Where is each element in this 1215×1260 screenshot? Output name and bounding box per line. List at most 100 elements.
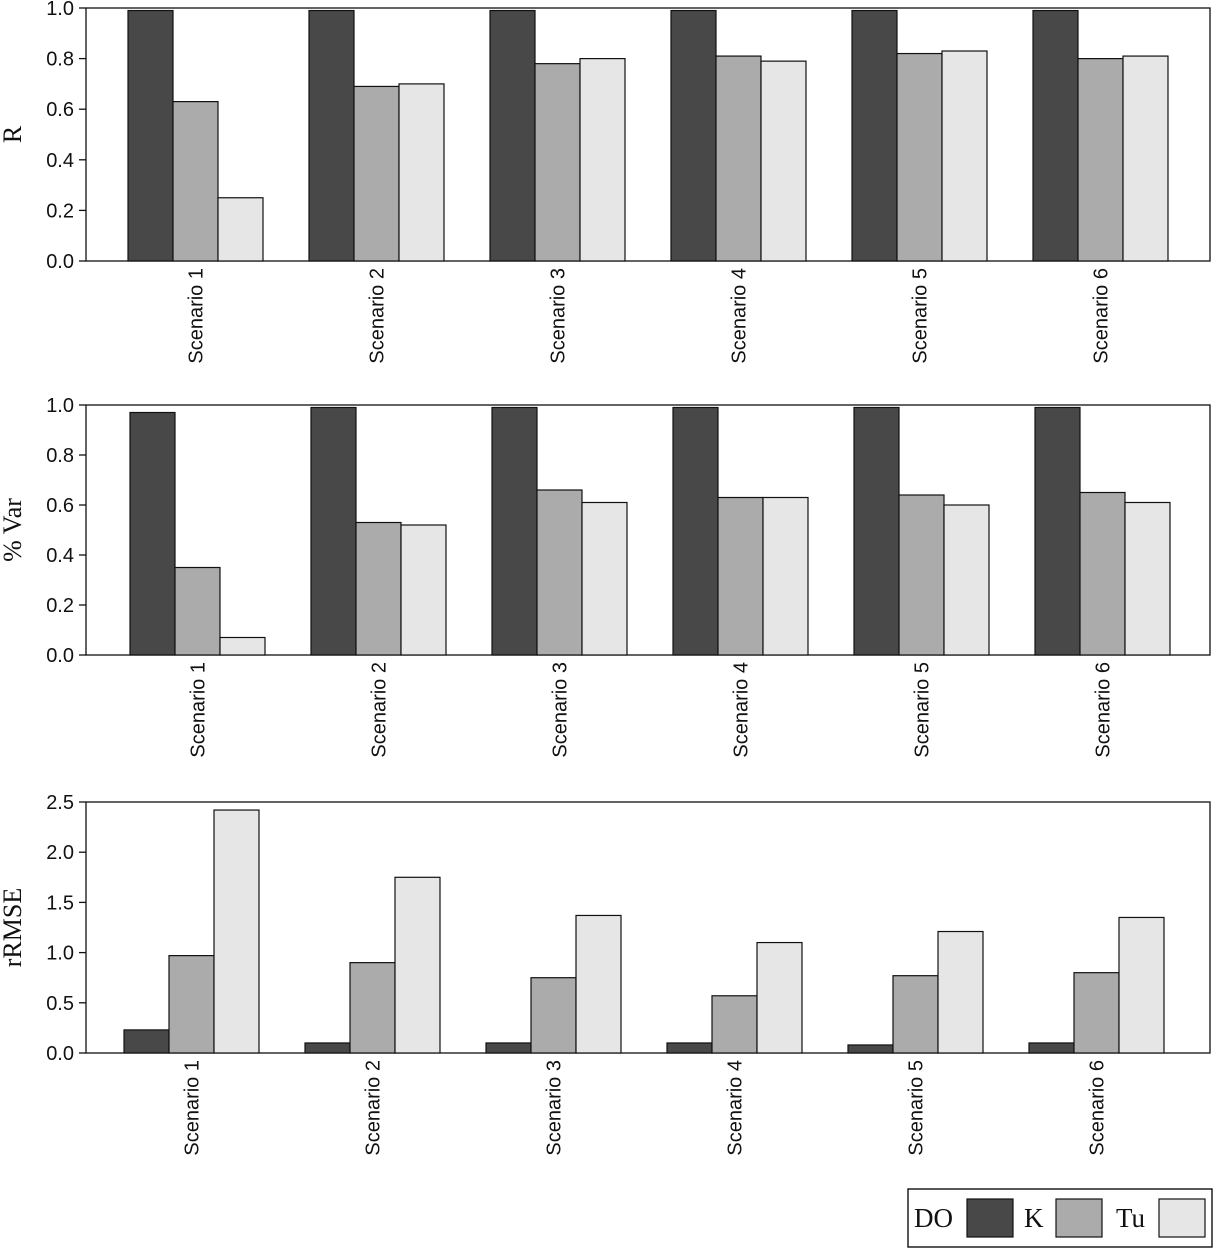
category-label: Scenario 2 [367, 268, 389, 364]
category-label: Scenario 3 [548, 268, 570, 364]
y-tick-label: 1.5 [46, 892, 74, 914]
bar-k-5 [898, 494, 945, 656]
y-axis-label: R [0, 125, 27, 143]
y-axis-label: rRMSE [0, 888, 27, 967]
bar-k-1 [174, 566, 221, 656]
y-tick-label: 0.2 [46, 200, 74, 222]
bar-k-1 [172, 101, 219, 262]
bar-do-1 [127, 9, 174, 262]
category-label: Scenario 4 [725, 1060, 747, 1156]
plot-frame [85, 801, 1211, 1054]
bar-tu-1 [213, 809, 260, 1054]
bar-tu-4 [756, 941, 803, 1054]
bar-k-2 [349, 962, 396, 1054]
bar-k-5 [896, 52, 943, 262]
category-label: Scenario 2 [363, 1060, 385, 1156]
bar-do-3 [489, 9, 536, 262]
bar-do-1 [129, 411, 176, 656]
bar-k-3 [534, 63, 581, 262]
panel-r: 0.0 0.2 0.4 0.6 0.8 1.0 R Scenario 1 Scenario 2 S… [0, 0, 1211, 364]
bar-do-5 [851, 9, 898, 262]
category-label: Scenario 1 [182, 1060, 204, 1156]
y-tick-label: 0.5 [46, 993, 74, 1015]
legend-swatch-do [966, 1198, 1014, 1238]
y-tick-label: 0.6 [46, 495, 74, 517]
bar-tu-1 [219, 636, 266, 656]
legend-label: DO [914, 1203, 953, 1233]
bar-tu-3 [579, 57, 626, 262]
bar-tu-5 [941, 50, 988, 262]
category-label: Scenario 5 [910, 268, 932, 364]
category-label: Scenario 5 [912, 662, 934, 758]
category-label: Scenario 6 [1093, 662, 1115, 758]
bar-k-6 [1079, 491, 1126, 656]
bar-do-6 [1034, 406, 1081, 656]
category-label: Scenario 1 [186, 268, 208, 364]
y-tick-label: 1.0 [46, 0, 74, 20]
legend: DO K Tu [907, 1188, 1213, 1248]
bar-tu-5 [943, 504, 990, 656]
legend-label: K [1024, 1203, 1044, 1233]
bar-tu-6 [1124, 501, 1171, 656]
bar-do-1 [123, 1029, 170, 1054]
bar-do-2 [310, 406, 357, 656]
bar-tu-3 [575, 914, 622, 1054]
bar-do-4 [672, 406, 719, 656]
plot-frame [85, 404, 1211, 656]
panel-pct-var: 0.0 0.2 0.4 0.6 0.8 1.0 % Var Scenario 1 Scenari… [0, 395, 1211, 758]
category-label: Scenario 3 [544, 1060, 566, 1156]
category-label: Scenario 1 [188, 662, 210, 758]
bar-k-3 [536, 489, 583, 656]
legend-swatch-tu [1158, 1198, 1206, 1238]
bar-k-6 [1073, 972, 1120, 1054]
bar-tu-6 [1118, 916, 1165, 1054]
bar-do-5 [847, 1044, 894, 1054]
bar-k-4 [715, 55, 762, 262]
category-label: Scenario 3 [550, 662, 572, 758]
bar-tu-4 [762, 496, 809, 656]
category-label: Scenario 2 [369, 662, 391, 758]
bar-k-4 [711, 995, 758, 1054]
category-label: Scenario 6 [1091, 268, 1113, 364]
bar-do-6 [1032, 9, 1079, 262]
y-axis-label: % Var [0, 498, 27, 562]
bar-tu-5 [937, 930, 984, 1054]
bar-tu-1 [217, 197, 264, 262]
bar-k-1 [168, 955, 215, 1054]
bar-tu-2 [400, 524, 447, 656]
bar-do-4 [666, 1042, 713, 1054]
bar-do-5 [853, 406, 900, 656]
category-label: Scenario 4 [729, 268, 751, 364]
y-tick-label: 0.0 [46, 645, 74, 667]
bar-tu-3 [581, 501, 628, 656]
y-tick-label: 0.0 [46, 1043, 74, 1065]
y-tick-label: 0.2 [46, 595, 74, 617]
bar-tu-6 [1122, 55, 1169, 262]
bar-do-3 [485, 1042, 532, 1054]
category-label: Scenario 5 [906, 1060, 928, 1156]
bar-tu-2 [398, 83, 445, 262]
y-tick-label: 0.8 [46, 445, 74, 467]
category-label: Scenario 4 [731, 662, 753, 758]
bar-k-3 [530, 977, 577, 1054]
bar-do-4 [670, 9, 717, 262]
bar-k-2 [355, 521, 402, 656]
bar-do-2 [304, 1042, 351, 1054]
bar-k-5 [892, 975, 939, 1054]
bar-do-2 [308, 9, 355, 262]
bar-tu-4 [760, 60, 807, 262]
y-tick-label: 0.4 [46, 545, 74, 567]
y-tick-label: 0.0 [46, 251, 74, 273]
bar-do-3 [491, 406, 538, 656]
y-tick-label: 2.0 [46, 842, 74, 864]
bar-k-2 [353, 85, 400, 262]
bar-k-6 [1077, 57, 1124, 262]
y-tick-label: 0.8 [46, 49, 74, 71]
legend-label: Tu [1116, 1203, 1146, 1233]
y-tick-label: 1.0 [46, 395, 74, 417]
y-tick-label: 1.0 [46, 943, 74, 965]
bar-tu-2 [394, 876, 441, 1054]
legend-swatch-k [1055, 1198, 1103, 1238]
plot-frame [85, 7, 1211, 262]
